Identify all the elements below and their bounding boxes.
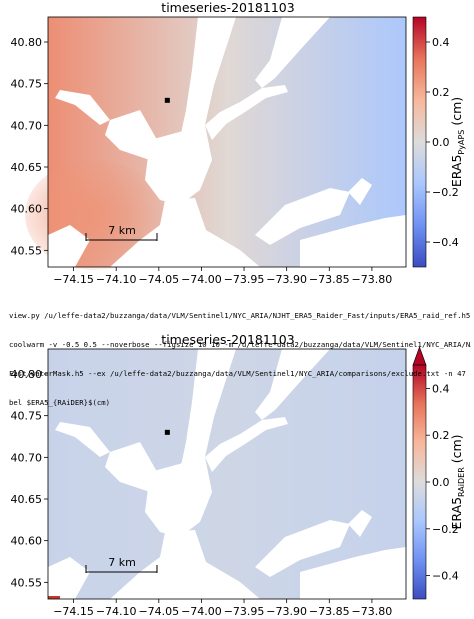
water-mask	[48, 17, 406, 267]
edge-artifact	[48, 596, 60, 599]
colorbar-label: ERA5PyAPS (cm)	[449, 97, 466, 187]
command-line: Fast/waterMask.h5 --ex /u/leffe-data2/bu…	[9, 368, 471, 378]
x-axis: −74.15 −74.10 −74.05 −74.00 −73.95 −73.90 −73.…	[53, 267, 392, 286]
map-area	[25, 17, 406, 270]
colorbar-tick-label: −0.2	[432, 186, 459, 199]
x-tick-label: −74.10	[96, 273, 137, 286]
x-tick-label: −73.80	[352, 605, 393, 618]
y-tick-label: 40.70	[11, 119, 43, 132]
y-tick-label: 40.55	[11, 244, 43, 257]
chart-title: timeseries-20181103	[161, 332, 294, 347]
x-tick-label: −73.95	[224, 605, 265, 618]
plot-frame	[47, 16, 407, 268]
colorbar-tick-label: 0.2	[432, 429, 450, 442]
y-tick-label: 40.65	[11, 493, 43, 506]
colorbar-tick-label: −0.4	[432, 570, 459, 583]
reference-point-marker	[164, 429, 170, 435]
water-mask	[48, 349, 406, 599]
colorbar-tick-label: 0.4	[432, 36, 450, 49]
y-tick-label: 40.75	[11, 78, 43, 91]
scale-bar: 7 km	[85, 224, 158, 241]
deformation-field	[48, 349, 406, 599]
y-tick-label: 40.80	[11, 36, 43, 49]
chart-title: timeseries-20181103	[161, 0, 294, 15]
colorbar: 0.4 0.2 0.0 −0.2 −0.4 ERA5PyAPS (cm)	[412, 16, 466, 268]
x-tick-label: −74.05	[138, 273, 179, 286]
x-tick-label: −74.10	[96, 605, 137, 618]
colorbar-ticks: 0.4 0.2 0.0 −0.2 −0.4	[426, 36, 459, 249]
colorbar-tick-label: −0.4	[432, 236, 459, 249]
chart-panel-top: timeseries-20181103	[11, 0, 467, 286]
colorbar-tick-label: 0.0	[432, 136, 450, 149]
command-line: bel $ERA5_{RAiDER}$(cm)	[9, 397, 111, 407]
colorbar-ticks: 0.4 0.2 0.0 −0.2 −0.4	[426, 382, 459, 583]
scale-bar: 7 km	[85, 556, 158, 573]
reference-point-marker	[164, 97, 170, 103]
y-axis: 40.55 40.60 40.65 40.70 40.75 40.80	[11, 368, 48, 589]
x-tick-label: −74.15	[53, 273, 94, 286]
x-tick-label: −73.80	[352, 273, 393, 286]
colorbar-label: ERA5RAiDER (cm)	[449, 434, 466, 529]
command-line: coolwarm -v -0.5 0.5 --noverbose --figsi…	[9, 339, 471, 349]
scale-bar-label: 7 km	[108, 224, 136, 237]
y-tick-label: 40.75	[11, 410, 43, 423]
map-area	[48, 349, 406, 599]
x-tick-label: −73.95	[224, 273, 265, 286]
colorbar-gradient	[412, 16, 427, 268]
colorbar-tick-label: −0.2	[432, 523, 459, 536]
colorbar-tick-label: 0.2	[432, 86, 450, 99]
scale-bar-label: 7 km	[108, 556, 136, 569]
x-tick-label: −74.00	[181, 273, 222, 286]
chart-panel-bottom: timeseries-20181103 7	[11, 332, 467, 618]
x-axis: −74.15 −74.10 −74.05 −74.00 −73.95 −73.90 −73.…	[53, 599, 392, 618]
colorbar-tick-label: 0.0	[432, 476, 450, 489]
y-axis: 40.55 40.60 40.65 40.70 40.75 40.80	[11, 36, 48, 257]
x-tick-label: −74.00	[181, 605, 222, 618]
plot-frame	[47, 348, 407, 600]
colorbar-tick-label: 0.4	[432, 382, 450, 395]
y-tick-label: 40.65	[11, 161, 43, 174]
y-tick-label: 40.60	[11, 203, 43, 216]
y-tick-label: 40.70	[11, 451, 43, 464]
x-tick-label: −74.05	[138, 605, 179, 618]
x-tick-label: −73.85	[309, 605, 350, 618]
x-tick-label: −73.85	[309, 273, 350, 286]
command-text: view.py /u/leffe-data2/buzzanga/data/VLM…	[9, 292, 471, 417]
y-tick-label: 40.60	[11, 535, 43, 548]
x-tick-label: −73.90	[266, 605, 307, 618]
command-line: view.py /u/leffe-data2/buzzanga/data/VLM…	[9, 311, 471, 321]
x-tick-label: −73.90	[266, 273, 307, 286]
x-tick-label: −74.15	[53, 605, 94, 618]
y-tick-label: 40.80	[11, 368, 43, 381]
colorbar: 0.4 0.2 0.0 −0.2 −0.4 ERA5RAiDER (cm)	[412, 346, 466, 600]
y-tick-label: 40.55	[11, 576, 43, 589]
